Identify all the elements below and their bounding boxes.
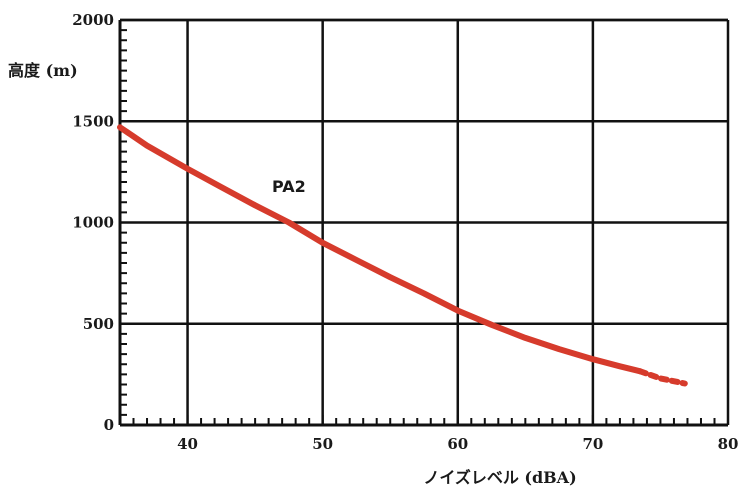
y-tick-label: 2000: [72, 11, 114, 29]
series: [117, 124, 688, 387]
x-tick-label: 60: [447, 435, 468, 453]
series-line: [117, 124, 644, 375]
series-line-dashed: [637, 368, 688, 387]
y-tick-label: 0: [104, 416, 114, 434]
y-tick-label: 500: [83, 315, 114, 333]
axes: [118, 18, 730, 427]
labels: 40 50 60 70 80 0 500 1000 1500 2000 ノイズレベル (dBA) 高度…: [8, 11, 738, 487]
x-axis-title: ノイズレベル (dBA): [423, 468, 576, 487]
series-annotation: PA2: [272, 177, 306, 196]
grid: [120, 18, 728, 425]
x-tick-label: 40: [177, 435, 198, 453]
x-tick-label: 70: [582, 435, 603, 453]
x-tick-label: 80: [718, 435, 739, 453]
y-tick-label: 1000: [72, 214, 114, 232]
x-tick-label: 50: [312, 435, 333, 453]
y-axis-title: 高度 (m): [8, 61, 78, 80]
y-tick-label: 1500: [72, 112, 114, 130]
